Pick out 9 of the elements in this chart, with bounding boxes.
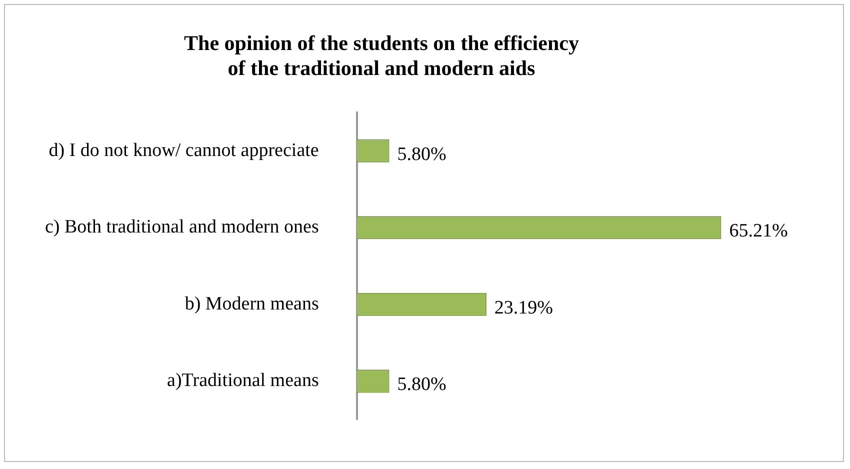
chart-title: The opinion of the students on the efficiency of the traditional and modern aids bbox=[184, 31, 580, 80]
y-tick-label: c) Both traditional and modern ones bbox=[44, 216, 319, 238]
data-label: 23.19% bbox=[494, 297, 554, 318]
y-tick-label: d) I do not know/ cannot appreciate bbox=[48, 140, 319, 161]
y-tick-label: a)Traditional means bbox=[167, 370, 319, 392]
data-label: 5.80% bbox=[397, 144, 447, 165]
data-label: 5.80% bbox=[397, 374, 447, 396]
data-label: 65.21% bbox=[729, 220, 788, 242]
y-tick-label: b) Modern means bbox=[184, 293, 319, 314]
